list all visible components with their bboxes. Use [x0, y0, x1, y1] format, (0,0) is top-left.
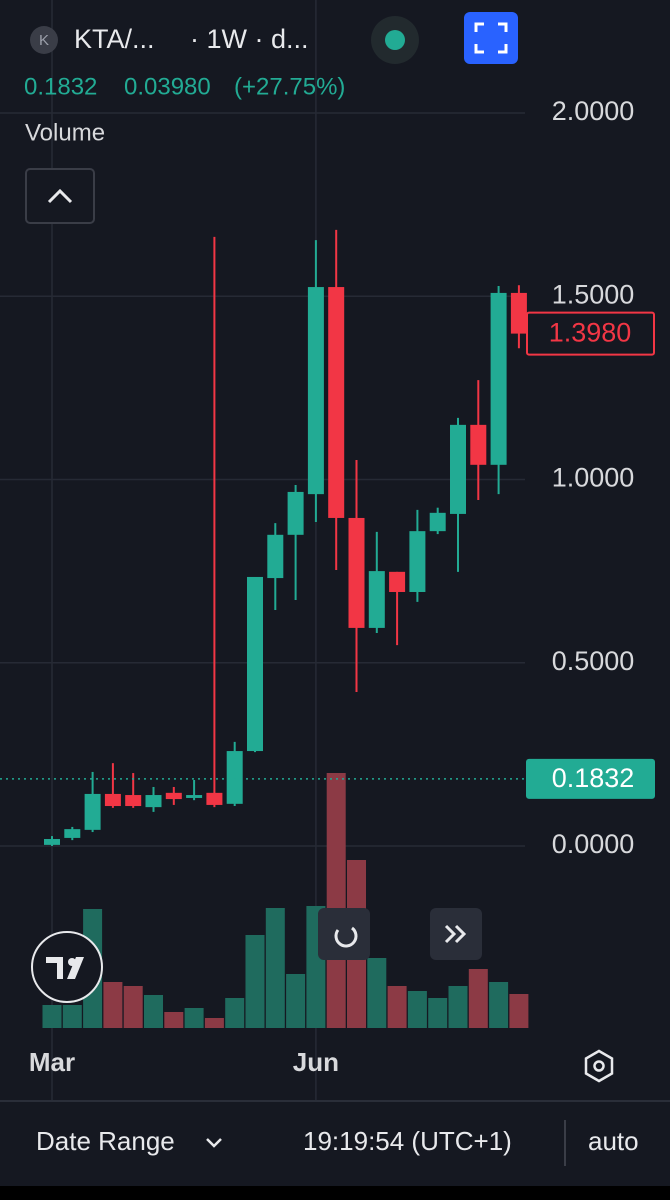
volume-bar [448, 986, 468, 1028]
indicator-name: Volume [25, 119, 105, 146]
reset-button[interactable] [318, 908, 370, 960]
candle-body [186, 795, 203, 798]
candle-body [450, 424, 466, 514]
fullscreen-icon [474, 22, 508, 54]
last-price: 0.1832 [24, 73, 97, 100]
candle-body [247, 576, 263, 752]
candle-body [226, 751, 243, 804]
y-tick-label: 0.0000 [552, 829, 635, 859]
clock: 19:19:54 (UTC+1) [303, 1126, 512, 1156]
volume-bar [509, 994, 529, 1028]
tv-logo[interactable] [31, 931, 103, 1003]
volume-bar [184, 1008, 204, 1028]
volume-bar [387, 986, 407, 1028]
interval[interactable]: · 1W · d... [190, 24, 309, 54]
symbol-name[interactable]: KTA/... [74, 24, 155, 54]
candle-body [328, 287, 345, 518]
fullscreen-button[interactable] [464, 12, 518, 64]
candle-body [125, 795, 142, 807]
candle-body [348, 517, 365, 628]
volume-bar [144, 995, 163, 1028]
x-tick-label: Mar [29, 1047, 75, 1077]
y-tick-label: 0.5000 [552, 646, 635, 676]
price-label: 0.1832 [552, 763, 635, 793]
candle-body [287, 491, 304, 535]
candle-body [206, 792, 223, 805]
price-change: 0.03980 [124, 73, 211, 100]
candle-body [64, 829, 81, 838]
volume-bar [62, 1005, 82, 1028]
candle-body [104, 793, 121, 807]
candle-body [389, 571, 406, 592]
dropdown-icon [206, 1138, 222, 1148]
volume-bar [326, 773, 346, 1028]
volume-bar [245, 935, 265, 1028]
bottom-edge [0, 1186, 670, 1200]
y-tick-label: 1.5000 [552, 279, 635, 309]
y-tick-label: 1.0000 [552, 463, 635, 493]
plot-area: 0.0000 0.5000 1.0000 1.5000 2.0000 Mar Jun 0.18… [0, 0, 655, 1100]
logo-letter: K [39, 32, 49, 49]
candle-body [429, 512, 446, 532]
volume-bar [428, 998, 448, 1028]
volume-bar [367, 958, 387, 1028]
scale-mode[interactable]: auto [588, 1126, 639, 1156]
collapse-icon [47, 188, 73, 204]
volume-bar [123, 986, 143, 1028]
volume-bar [164, 1012, 184, 1028]
scroll-right-icon [444, 924, 467, 944]
y-tick-label: 2.0000 [552, 96, 635, 126]
settings-icon[interactable] [584, 1049, 614, 1083]
candle-body [165, 792, 182, 800]
candle-body [470, 424, 487, 465]
candle-body [307, 287, 324, 495]
candle-body [490, 292, 507, 465]
price-label-bg [526, 758, 655, 799]
volume-bar [265, 908, 285, 1028]
candle-body [44, 839, 60, 845]
candle-body [368, 571, 385, 628]
volume-bar [204, 1018, 224, 1028]
close-label-bg [526, 311, 655, 356]
candle-body [510, 292, 527, 334]
volume-bar [225, 998, 245, 1028]
tv-logo-dot [68, 958, 76, 966]
candle-body [84, 793, 101, 830]
volume-bar [489, 982, 509, 1028]
settings-icon-center [593, 1060, 605, 1072]
candle-body [409, 531, 426, 592]
reset-icon [334, 926, 358, 948]
volume-bar [42, 1005, 62, 1028]
candle-body [145, 795, 162, 808]
date-range-button[interactable]: Date Range [36, 1126, 175, 1156]
collapse-button[interactable] [25, 168, 95, 224]
close-label: 1.3980 [549, 318, 632, 348]
price-change-pct: (+27.75%) [234, 73, 345, 100]
volume-bar [468, 969, 488, 1028]
symbol-logo[interactable] [30, 26, 58, 54]
x-tick-label: Jun [293, 1047, 339, 1077]
volume-bar [103, 982, 123, 1028]
candle-body [267, 534, 284, 579]
status-dot [385, 30, 405, 50]
volume-bar [407, 991, 427, 1028]
volume-bar [286, 974, 306, 1028]
